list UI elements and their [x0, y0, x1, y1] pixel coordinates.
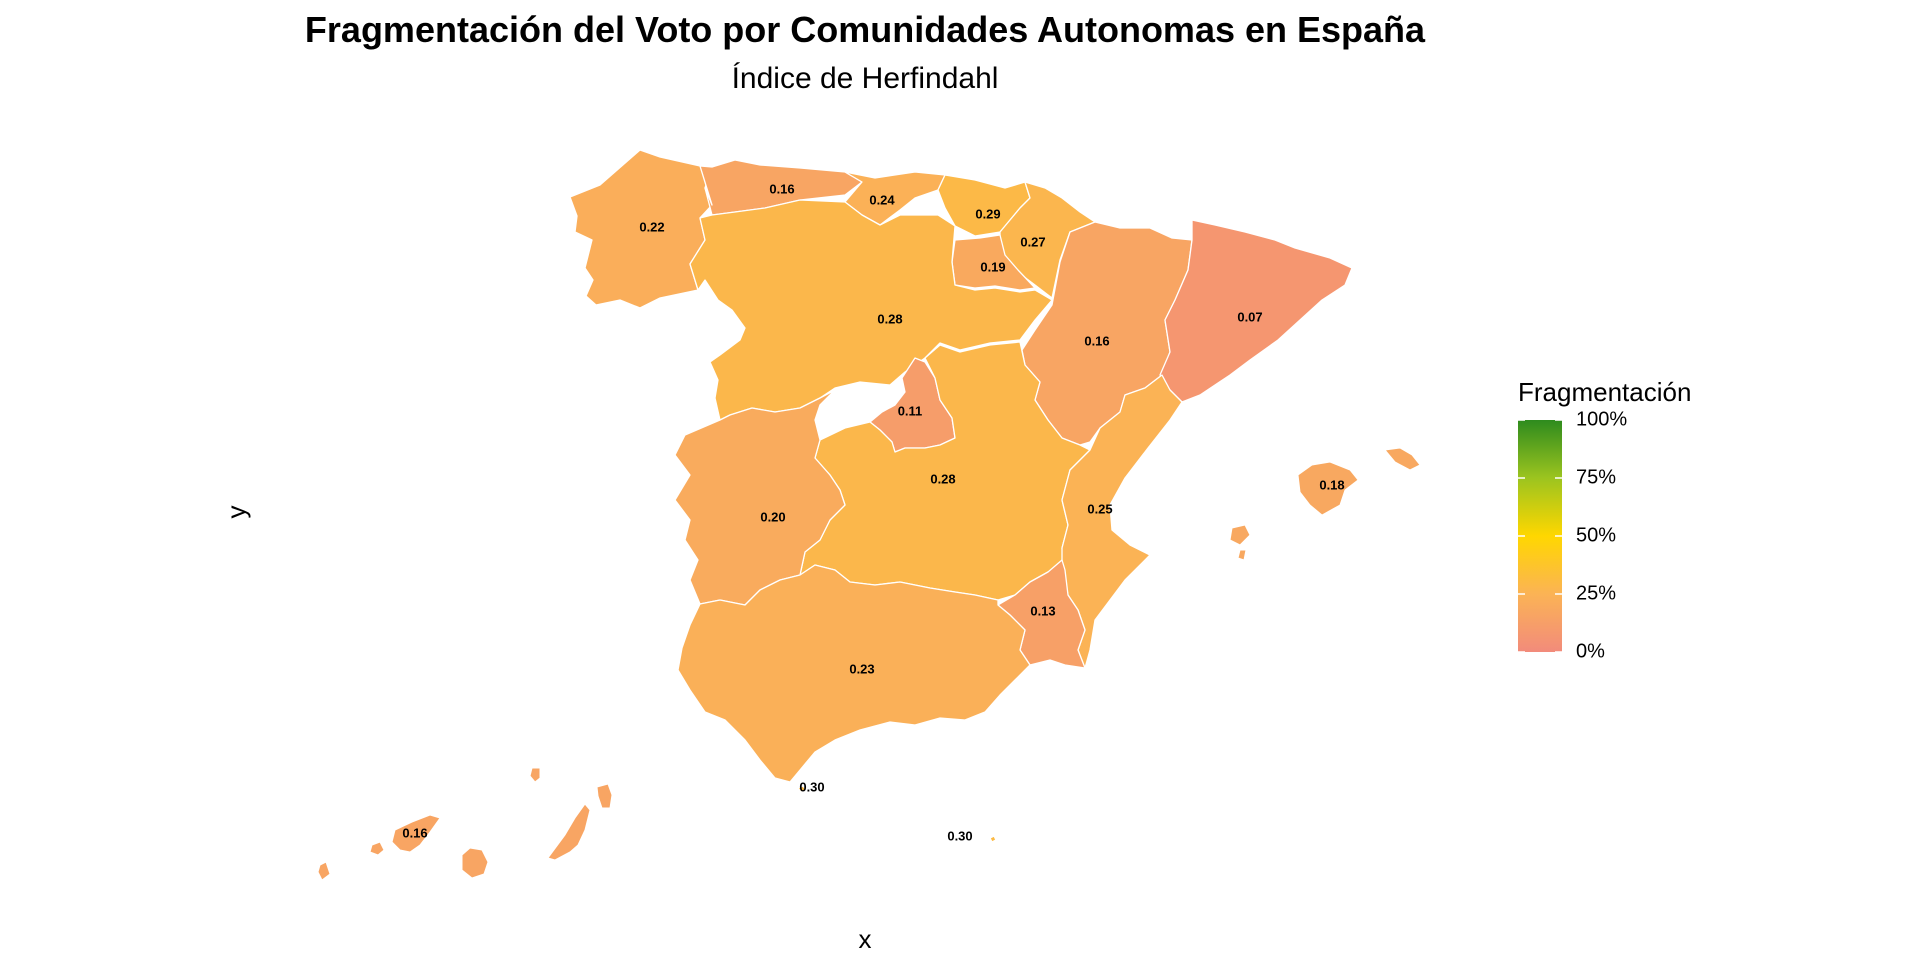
legend-colorbar — [1518, 420, 1562, 652]
value-label-galicia: 0.22 — [639, 219, 664, 234]
legend-ticks: 100% 75% 50% 25% 0% — [1518, 408, 1627, 662]
region-asturias — [699, 159, 863, 216]
value-label-castilla-la-mancha: 0.28 — [930, 471, 955, 486]
region-murcia — [997, 559, 1086, 669]
region-cantabria — [844, 171, 946, 226]
region-canarias — [317, 767, 613, 881]
value-label-asturias: 0.16 — [769, 181, 794, 196]
value-label-andalucia: 0.23 — [849, 661, 874, 676]
region-extremadura — [674, 389, 846, 606]
value-labels: 0.22 0.16 0.24 0.29 0.27 0.19 0.28 0.16 0.07 0.11… — [402, 181, 1344, 843]
legend: Fragmentación 100% 75% 50% 25% 0% — [1518, 377, 1691, 662]
chart-title: Fragmentación del Voto por Comunidades A… — [305, 9, 1426, 50]
value-label-la-rioja: 0.19 — [980, 259, 1005, 274]
regions-layer — [317, 149, 1421, 881]
value-label-cantabria: 0.24 — [869, 192, 895, 207]
value-label-madrid: 0.11 — [898, 403, 923, 418]
value-label-canarias: 0.16 — [402, 825, 427, 840]
value-label-valencia: 0.25 — [1087, 501, 1112, 516]
value-label-extremadura: 0.20 — [760, 509, 785, 524]
legend-tick-label: 50% — [1576, 524, 1616, 546]
region-baleares — [1229, 447, 1421, 561]
value-label-baleares: 0.18 — [1319, 477, 1344, 492]
y-axis-label: y — [221, 506, 251, 519]
region-melilla — [989, 835, 997, 843]
legend-tick-label: 25% — [1576, 582, 1616, 604]
legend-tick-label: 100% — [1576, 408, 1627, 430]
region-andalucia — [677, 564, 1031, 783]
value-label-castilla-leon: 0.28 — [877, 311, 902, 326]
value-label-murcia: 0.13 — [1030, 603, 1055, 618]
legend-title: Fragmentación — [1518, 377, 1691, 407]
legend-tick-label: 75% — [1576, 466, 1616, 488]
region-navarra — [999, 181, 1096, 299]
region-cataluna — [1159, 219, 1353, 403]
value-label-melilla: 0.30 — [947, 828, 972, 843]
region-ceuta — [797, 785, 807, 793]
value-label-navarra: 0.27 — [1020, 234, 1045, 249]
chart-subtitle: Índice de Herfindahl — [732, 62, 999, 95]
value-label-aragon: 0.16 — [1084, 333, 1109, 348]
x-axis-label: x — [859, 924, 872, 954]
region-castilla-y-leon — [689, 199, 1053, 421]
value-label-cataluna: 0.07 — [1237, 309, 1262, 324]
value-label-ceuta: 0.30 — [799, 779, 824, 794]
value-label-pais-vasco: 0.29 — [975, 206, 1000, 221]
legend-tick-label: 0% — [1576, 640, 1605, 662]
